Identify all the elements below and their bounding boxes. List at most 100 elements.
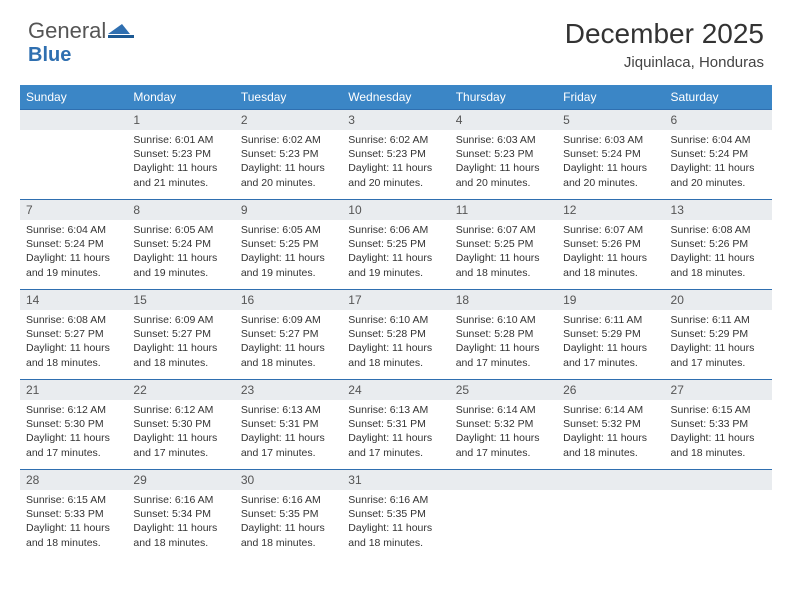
sunset-value: 5:27 PM [279,328,318,340]
sunrise-value: 6:06 AM [390,224,429,236]
day-number: 5 [557,110,664,130]
sunset-value: 5:25 PM [494,238,533,250]
sunset-value: 5:26 PM [709,238,748,250]
sunset-value: 5:23 PM [279,148,318,160]
sunset-value: 5:26 PM [602,238,641,250]
day-number: 20 [665,290,772,310]
logo-text-blue: Blue [28,44,71,66]
daylight-label: Daylight: [563,162,607,174]
sunrise-label: Sunrise: [456,224,497,236]
day-number: 27 [665,380,772,400]
sunset-label: Sunset: [26,328,65,340]
daylight-label: Daylight: [26,522,70,534]
day-body: Sunrise: 6:15 AMSunset: 5:33 PMDaylight:… [20,490,127,556]
sunrise-value: 6:14 AM [605,404,644,416]
sunrise-value: 6:11 AM [712,314,750,326]
daylight-label: Daylight: [563,252,607,264]
sunset-label: Sunset: [456,238,495,250]
calendar-cell: 19Sunrise: 6:11 AMSunset: 5:29 PMDayligh… [557,290,664,380]
sunrise-label: Sunrise: [133,224,174,236]
sunrise-label: Sunrise: [26,404,67,416]
calendar-row: 7Sunrise: 6:04 AMSunset: 5:24 PMDaylight… [20,200,772,290]
sunrise-label: Sunrise: [241,314,282,326]
sunrise-value: 6:12 AM [175,404,214,416]
calendar-cell: 18Sunrise: 6:10 AMSunset: 5:28 PMDayligh… [450,290,557,380]
day-number: 14 [20,290,127,310]
sunset-value: 5:28 PM [387,328,426,340]
sunrise-label: Sunrise: [563,224,604,236]
sunset-label: Sunset: [671,238,710,250]
day-body: Sunrise: 6:10 AMSunset: 5:28 PMDaylight:… [450,310,557,376]
sunset-value: 5:32 PM [602,418,641,430]
sunset-label: Sunset: [26,238,65,250]
sunrise-value: 6:08 AM [67,314,106,326]
day-number: 17 [342,290,449,310]
sunrise-label: Sunrise: [563,404,604,416]
day-body: Sunrise: 6:16 AMSunset: 5:34 PMDaylight:… [127,490,234,556]
calendar-cell: 26Sunrise: 6:14 AMSunset: 5:32 PMDayligh… [557,380,664,470]
calendar-cell: 28Sunrise: 6:15 AMSunset: 5:33 PMDayligh… [20,470,127,560]
sunset-value: 5:24 PM [602,148,641,160]
daylight-label: Daylight: [671,432,715,444]
sunset-label: Sunset: [348,508,387,520]
day-body: Sunrise: 6:02 AMSunset: 5:23 PMDaylight:… [235,130,342,196]
day-body: Sunrise: 6:03 AMSunset: 5:23 PMDaylight:… [450,130,557,196]
calendar-cell: 27Sunrise: 6:15 AMSunset: 5:33 PMDayligh… [665,380,772,470]
sunset-label: Sunset: [133,328,172,340]
col-friday: Friday [557,85,664,110]
day-body: Sunrise: 6:10 AMSunset: 5:28 PMDaylight:… [342,310,449,376]
daylight-label: Daylight: [133,342,177,354]
sunrise-label: Sunrise: [456,404,497,416]
sunset-value: 5:23 PM [387,148,426,160]
daylight-label: Daylight: [241,432,285,444]
calendar-cell: 8Sunrise: 6:05 AMSunset: 5:24 PMDaylight… [127,200,234,290]
sunrise-value: 6:05 AM [175,224,214,236]
day-body: Sunrise: 6:05 AMSunset: 5:24 PMDaylight:… [127,220,234,286]
calendar-header-row: Sunday Monday Tuesday Wednesday Thursday… [20,85,772,110]
day-number: 3 [342,110,449,130]
sunrise-label: Sunrise: [133,134,174,146]
sunset-label: Sunset: [241,418,280,430]
day-body: Sunrise: 6:15 AMSunset: 5:33 PMDaylight:… [665,400,772,466]
calendar-cell: 3Sunrise: 6:02 AMSunset: 5:23 PMDaylight… [342,110,449,200]
sunset-value: 5:34 PM [172,508,211,520]
day-number: 22 [127,380,234,400]
logo-sub: Blue [28,44,71,67]
daylight-label: Daylight: [671,162,715,174]
calendar-row: 1Sunrise: 6:01 AMSunset: 5:23 PMDaylight… [20,110,772,200]
sunrise-label: Sunrise: [348,494,389,506]
sunrise-label: Sunrise: [348,404,389,416]
day-body: Sunrise: 6:03 AMSunset: 5:24 PMDaylight:… [557,130,664,196]
daylight-label: Daylight: [133,162,177,174]
sunrise-value: 6:13 AM [282,404,321,416]
day-body: Sunrise: 6:16 AMSunset: 5:35 PMDaylight:… [235,490,342,556]
sunrise-label: Sunrise: [456,134,497,146]
calendar-row: 14Sunrise: 6:08 AMSunset: 5:27 PMDayligh… [20,290,772,380]
sunrise-value: 6:16 AM [282,494,321,506]
calendar-cell: 30Sunrise: 6:16 AMSunset: 5:35 PMDayligh… [235,470,342,560]
logo: General [28,18,136,44]
sunrise-value: 6:08 AM [712,224,751,236]
calendar-cell: 9Sunrise: 6:05 AMSunset: 5:25 PMDaylight… [235,200,342,290]
calendar-cell: 22Sunrise: 6:12 AMSunset: 5:30 PMDayligh… [127,380,234,470]
sunset-label: Sunset: [241,148,280,160]
day-body: Sunrise: 6:12 AMSunset: 5:30 PMDaylight:… [20,400,127,466]
sunset-value: 5:24 PM [709,148,748,160]
sunset-value: 5:28 PM [494,328,533,340]
sunrise-value: 6:02 AM [282,134,321,146]
day-number: 29 [127,470,234,490]
sunrise-value: 6:05 AM [282,224,321,236]
sunrise-label: Sunrise: [348,134,389,146]
day-body: Sunrise: 6:09 AMSunset: 5:27 PMDaylight:… [127,310,234,376]
calendar-cell: 6Sunrise: 6:04 AMSunset: 5:24 PMDaylight… [665,110,772,200]
calendar-cell: 23Sunrise: 6:13 AMSunset: 5:31 PMDayligh… [235,380,342,470]
day-body: Sunrise: 6:14 AMSunset: 5:32 PMDaylight:… [557,400,664,466]
sunset-value: 5:30 PM [65,418,104,430]
daylight-label: Daylight: [456,342,500,354]
sunset-label: Sunset: [241,328,280,340]
col-wednesday: Wednesday [342,85,449,110]
day-number: 21 [20,380,127,400]
daylight-label: Daylight: [241,522,285,534]
sunrise-value: 6:09 AM [282,314,321,326]
sunset-value: 5:23 PM [494,148,533,160]
